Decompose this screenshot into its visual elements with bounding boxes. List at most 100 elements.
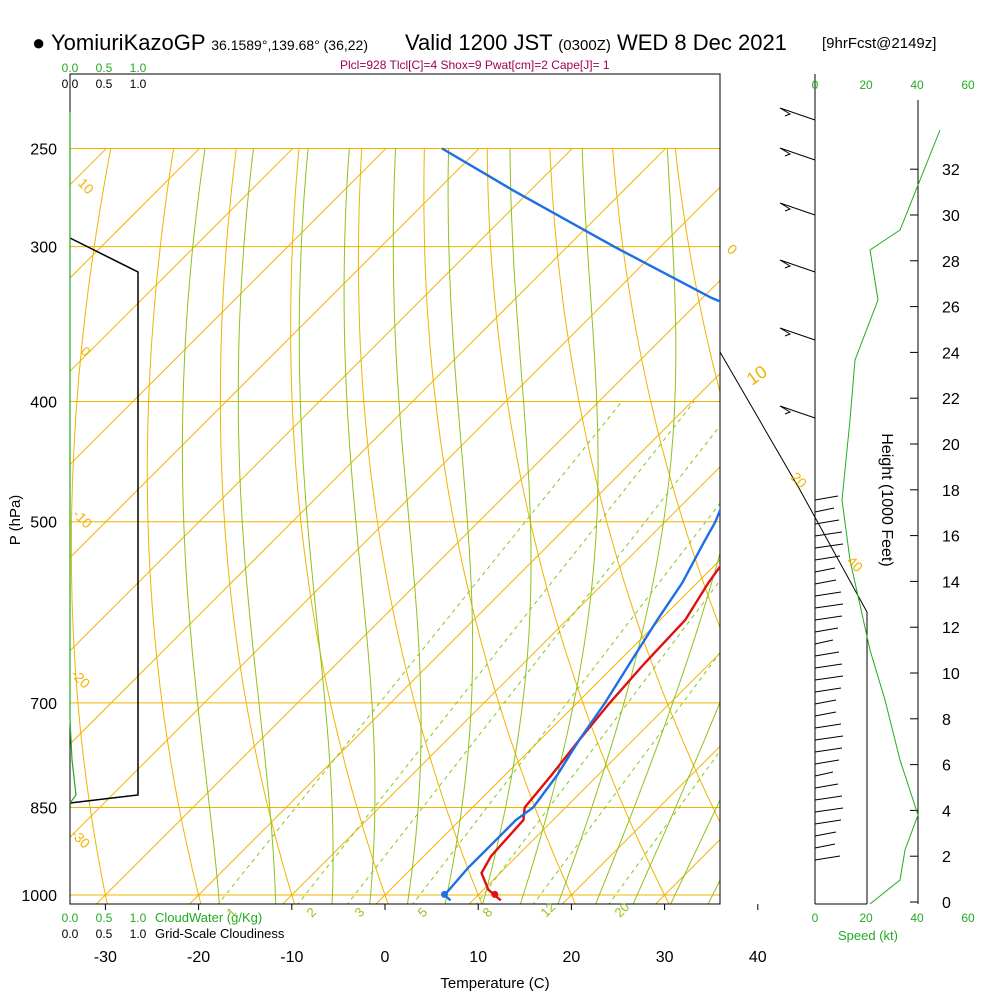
isotherm--80 [70,148,387,466]
isotherm-label: -20 [68,666,94,692]
cloudwater-scale-bottom: 1.0 [130,911,147,925]
dry-adiabat [423,148,576,904]
isotherm-10 [468,652,720,904]
height-tick-label: 28 [942,254,960,271]
mixing-ratio-line [532,651,720,904]
wind-barb [814,855,841,861]
speed-tick-top: 0 [812,78,819,92]
dry-adiabat [926,148,1000,911]
wind-barb [814,723,842,729]
station-name: YomiuriKazoGP [51,30,206,55]
speed-label: Speed (kt) [838,928,898,943]
wind-barb [779,405,816,419]
plot-frame [69,73,721,905]
wind-barb [814,735,844,741]
speed-tick-bottom: 40 [910,911,924,925]
height-tick-label: 4 [942,803,951,820]
cloudiness-scale-top: 1.0 [130,77,147,91]
isotherm-40 [742,148,1000,910]
height-tick-label: 0 [942,895,951,912]
stability-indices: Plcl=928 Tlcl[C]=4 Shox=9 Pwat[cm]=2 Cap… [340,58,610,72]
valid-time: Valid 1200 JST (0300Z) WED 8 Dec 2021 [405,30,787,56]
wind-barb [814,591,842,597]
speed-tick-bottom: 60 [961,911,975,925]
dry-adiabat [219,148,296,904]
isotherm--40 [70,186,720,838]
temperature-surface-dot [491,890,499,898]
y-tick-label: 400 [30,395,57,412]
height-tick-label: 16 [942,529,960,546]
cloudiness-scale-top: 0.0 [62,77,79,91]
height-tick-label: 30 [942,208,960,225]
wind-barb [814,639,834,645]
x-tick-label: -10 [280,949,303,966]
isotherm-label: 40 [844,553,866,575]
wind-barb [779,202,816,216]
cloudwater-scale-bottom: 0.5 [96,911,113,925]
dry-adiabat [70,148,112,904]
isotherm--90 [70,148,294,372]
x-tick-label: 20 [563,949,581,966]
valid-jst: Valid 1200 JST [405,30,553,55]
mixing-ratio-label: 3 [352,904,368,920]
cloudwater-scale-top: 1.0 [130,61,147,75]
height-tick-label: 6 [942,758,951,775]
cloudwater-scale-top: 0.5 [96,61,113,75]
wind-barb [814,579,837,585]
moist-adiabat [519,148,599,904]
speed-tick-top: 60 [961,78,975,92]
x-tick-label: 40 [749,949,767,966]
speed-tick-bottom: 20 [859,911,873,925]
wind-barb [814,567,836,573]
wind-barb [814,531,843,537]
wind-barb [814,819,842,825]
wind-barb [814,843,836,849]
wind-barb [814,495,839,501]
isotherm--10 [282,466,720,904]
height-tick-label: 2 [942,849,951,866]
wind-barb [814,603,844,609]
forecast-info: [9hrFcst@2149z] [822,35,937,52]
station-title: ● YomiuriKazoGP 36.1589°,139.68° (36,22) [32,30,368,56]
isotherm-label: 0 [724,241,741,258]
wind-barb [814,831,837,837]
cloudiness-scale-bottom: 0.0 [62,927,79,941]
wind-barb [814,747,843,753]
cloudwater-profile [69,112,77,804]
dry-adiabat [357,148,483,904]
height-tick-label: 8 [942,712,951,729]
wind-barb [814,555,841,561]
y-tick-label: 700 [30,696,57,713]
moist-adiabat [392,148,422,904]
dewpoint-surface-dot [440,890,448,898]
moist-adiabat [181,148,220,904]
cloudiness-scale-bottom: 1.0 [130,927,147,941]
isotherm--70 [70,148,480,559]
wind-barb [814,771,834,777]
dry-adiabat [801,148,1000,911]
mixing-ratio-line [412,502,720,904]
moist-adiabat [444,148,474,904]
mixing-ratio-label: 5 [415,904,431,920]
station-marker-icon: ● [32,30,46,55]
mixing-ratio-label: 2 [304,904,320,920]
y-tick-label: 850 [30,800,57,817]
moist-adiabat [298,148,334,904]
cloudiness-scale-bottom: 0.5 [96,927,113,941]
isotherm-label-zero: 0 [78,344,94,360]
isotherm-label: 10 [75,175,97,197]
mixing-ratio-label: 8 [480,904,496,920]
wind-barb [814,651,840,657]
x-tick-label: -20 [187,949,210,966]
speed-tick-top: 40 [910,78,924,92]
x-tick-label: 30 [656,949,674,966]
x-tick-label: 0 [381,949,390,966]
dry-adiabat [486,148,670,904]
wind-barb [814,687,842,693]
moist-adiabat [237,148,277,904]
isotherm--100 [70,148,200,279]
speed-tick-bottom: 0 [812,911,819,925]
wind-barb [779,107,816,121]
isotherm--20 [188,372,720,904]
